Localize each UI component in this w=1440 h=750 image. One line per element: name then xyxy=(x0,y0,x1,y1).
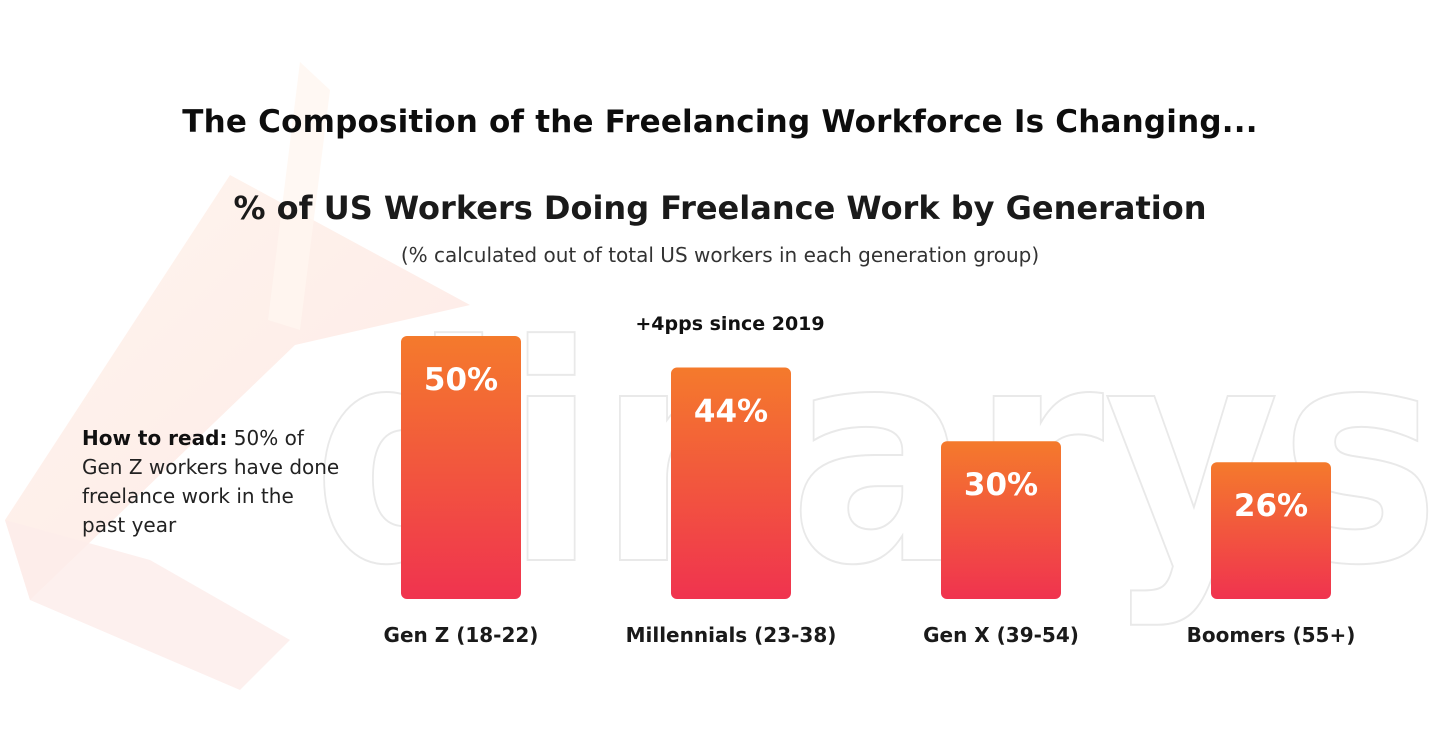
page-title: The Composition of the Freelancing Workf… xyxy=(182,104,1258,140)
bar-3 xyxy=(1211,462,1331,599)
millennials-annotation: +4pps since 2019 xyxy=(635,313,825,335)
bar-value-label: 26% xyxy=(1234,488,1308,524)
bar-value-label: 44% xyxy=(694,394,768,430)
category-label: Millennials (23-38) xyxy=(626,623,837,647)
how-to-read-note: How to read: 50% of Gen Z workers have d… xyxy=(82,424,342,540)
bar-1 xyxy=(671,367,791,599)
brand-chevron-icon xyxy=(5,62,470,690)
chart-note: (% calculated out of total US workers in… xyxy=(400,243,1040,267)
category-label: Boomers (55+) xyxy=(1187,623,1356,647)
bar-0 xyxy=(401,336,521,599)
bar-value-label: 30% xyxy=(964,467,1038,503)
bar-2 xyxy=(941,441,1061,599)
how-to-read-text: 50% of Gen Z workers have done freelance… xyxy=(82,426,340,537)
category-label: Gen Z (18-22) xyxy=(384,623,539,647)
category-label: Gen X (39-54) xyxy=(923,623,1079,647)
bars-group: 50% Gen Z (18-22) 44% Millennials (23-38) 30… xyxy=(384,336,1356,647)
bar-value-label: 50% xyxy=(424,362,498,398)
how-to-read-label: How to read: xyxy=(82,426,228,450)
chart-subtitle: % of US Workers Doing Freelance Work by … xyxy=(233,189,1207,227)
